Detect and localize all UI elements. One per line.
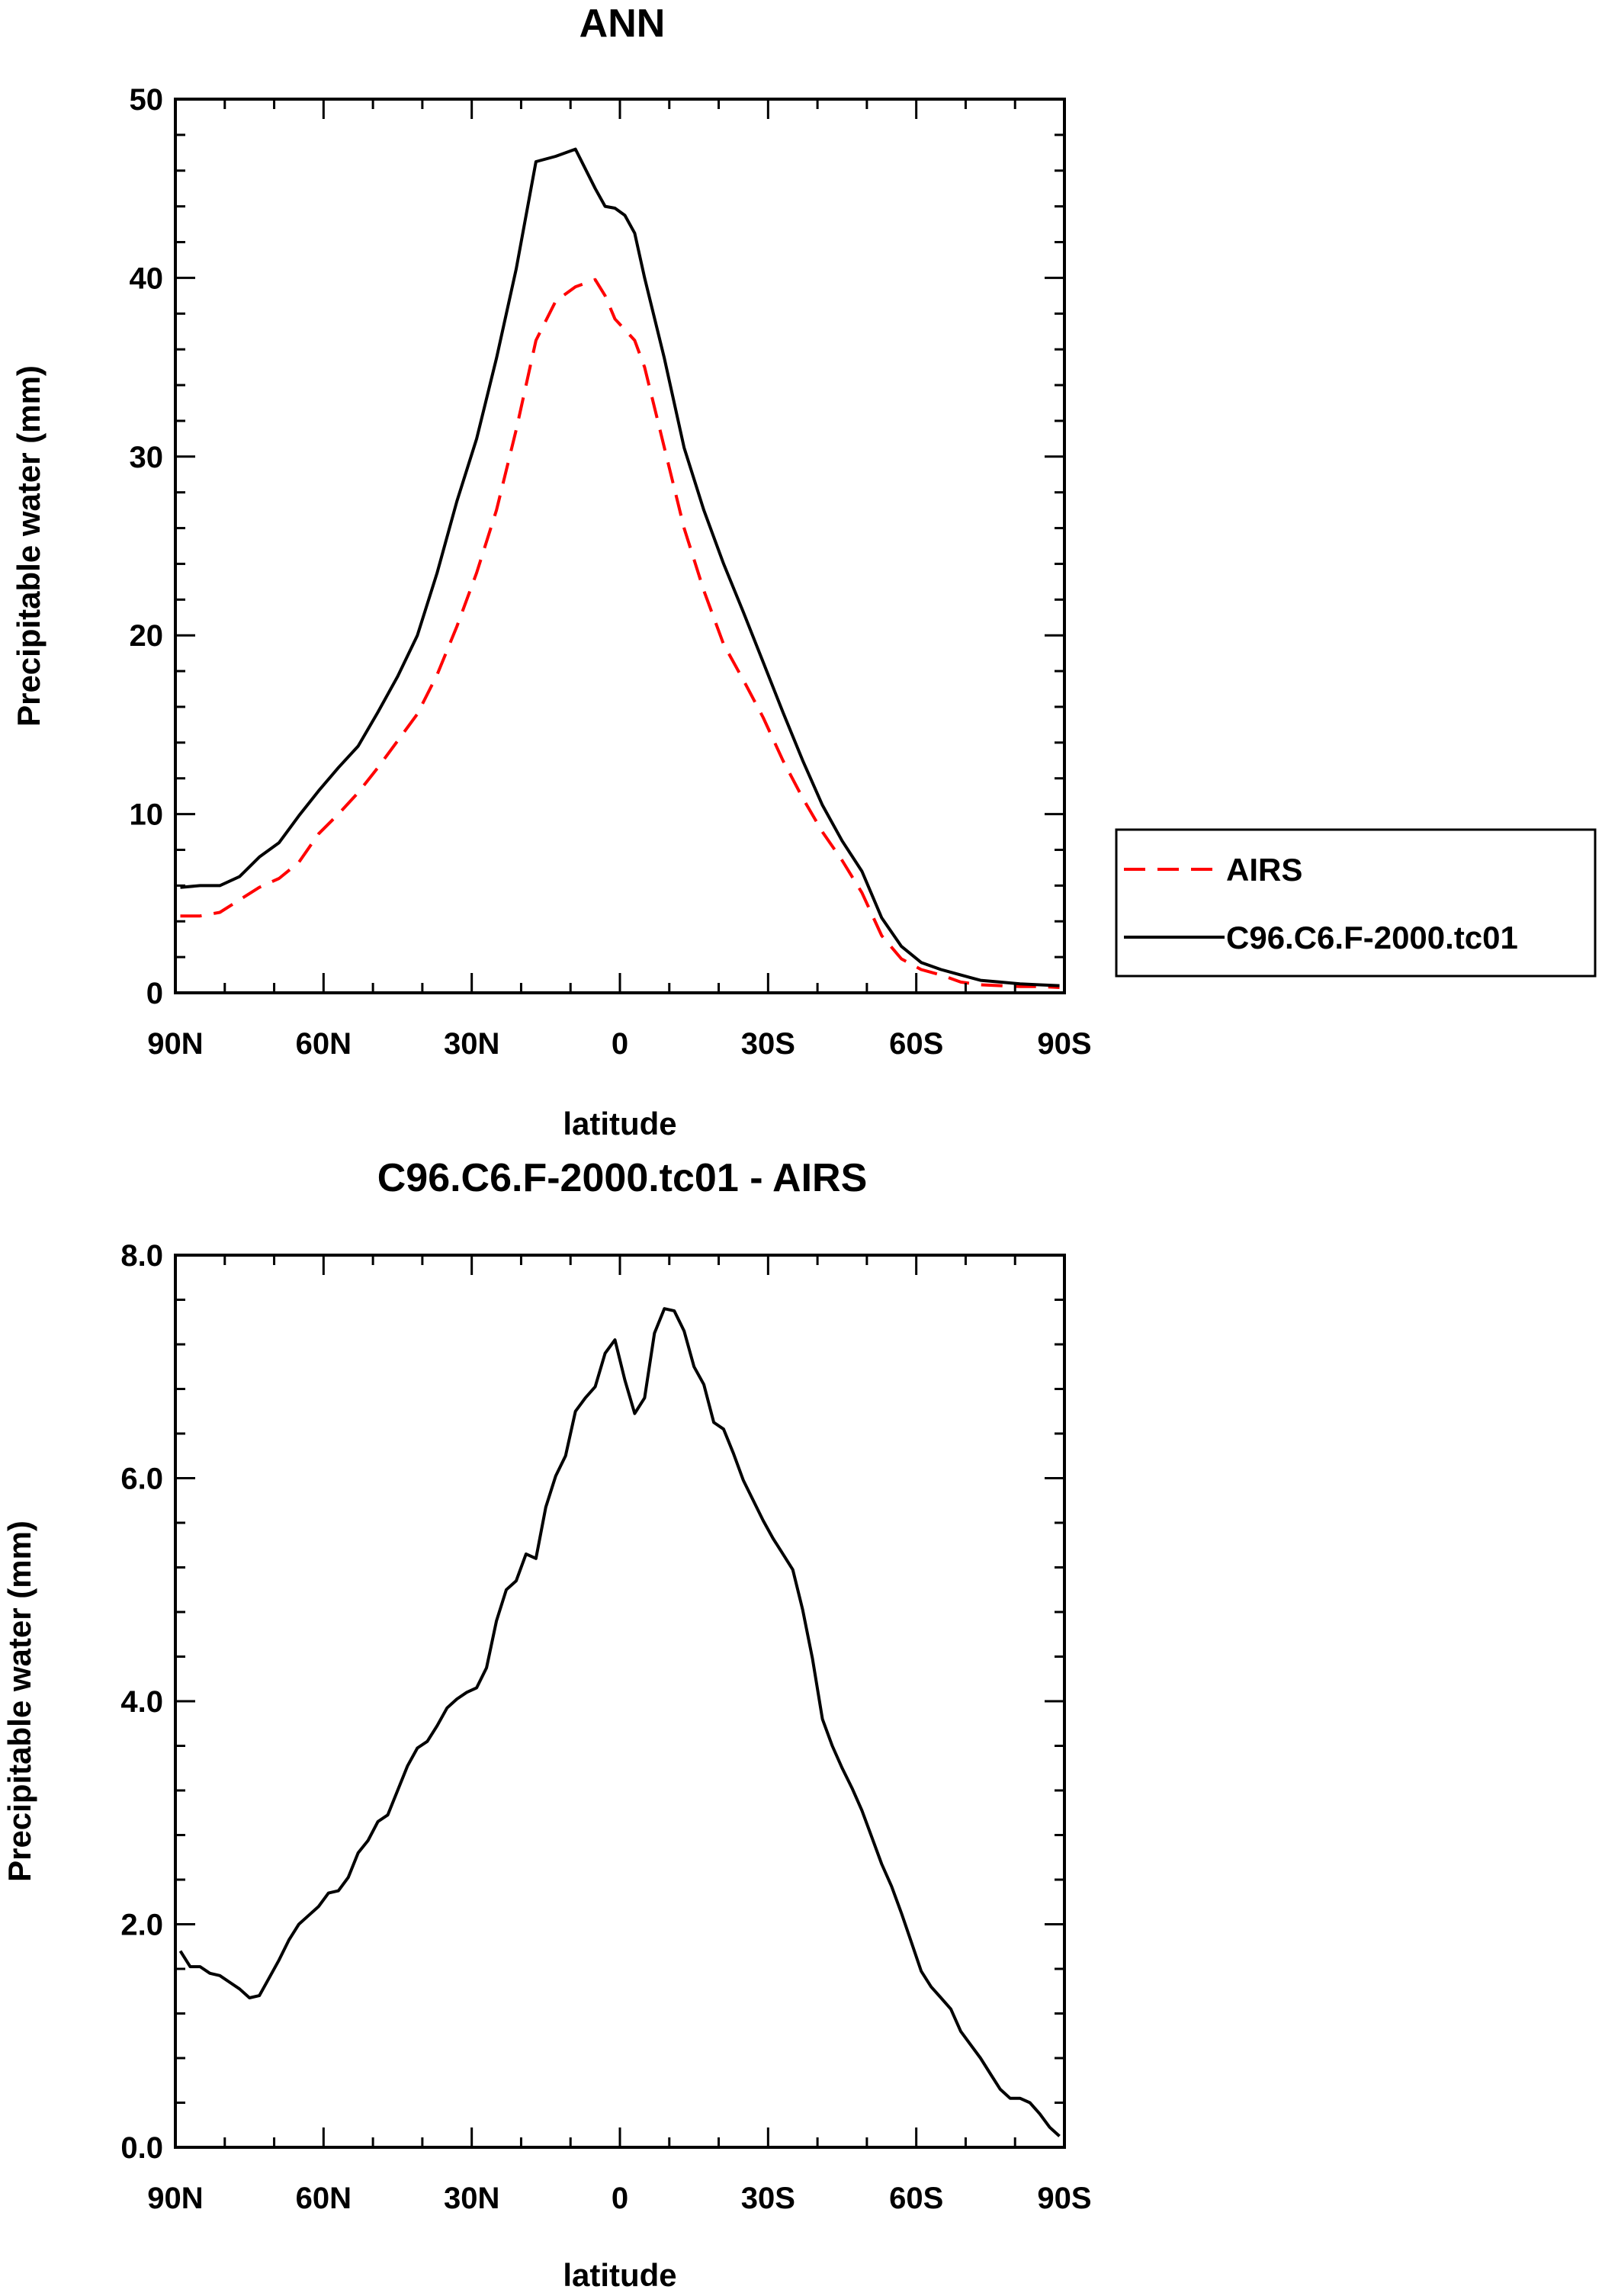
x-tick-label: 90S <box>1037 2182 1091 2215</box>
chart-title-difference: C96.C6.F-2000.tc01 - AIRS <box>377 1156 868 1200</box>
annual-x-tick-labels: 90N 60N 30N 0 30S 60S 90S <box>147 1027 1091 1061</box>
x-tick-label: 60N <box>296 1027 352 1061</box>
x-tick-label: 30S <box>741 1027 795 1061</box>
series-line-airs <box>180 278 1060 989</box>
x-tick-label: 60S <box>889 2182 943 2215</box>
y-axis-label-difference: Precipitable water (mm) <box>2 1520 37 1882</box>
y-tick-label: 50 <box>130 83 164 117</box>
legend-label-model: C96.C6.F-2000.tc01 <box>1226 920 1518 955</box>
y-tick-label: 30 <box>130 441 164 474</box>
x-tick-label: 0 <box>612 2182 628 2215</box>
x-tick-label: 30N <box>444 2182 499 2215</box>
y-tick-label: 4.0 <box>120 1685 163 1719</box>
annual-series-lines <box>180 147 1060 989</box>
plot-frame-annual <box>174 98 1066 994</box>
x-tick-label: 60N <box>296 2182 352 2215</box>
difference-series-lines <box>178 1307 1061 2137</box>
legend: AIRS C96.C6.F-2000.tc01 <box>1115 828 1597 978</box>
y-axis-label-annual: Precipitable water (mm) <box>11 365 47 727</box>
series-line-c96-c6-f-2000-tc01 <box>180 147 1060 987</box>
legend-box <box>1115 828 1597 978</box>
y-tick-label: 20 <box>130 619 164 653</box>
plot-frame-difference <box>174 1254 1066 2149</box>
x-axis-label-difference: latitude <box>563 2257 676 2293</box>
x-tick-label: 30S <box>741 2182 795 2215</box>
x-axis-label-annual: latitude <box>563 1106 676 1142</box>
chart-title-ann: ANN <box>579 2 666 46</box>
y-tick-label: 0 <box>146 977 163 1010</box>
annual-y-tick-labels: 0 10 20 30 40 50 <box>130 83 164 1010</box>
y-tick-label: 6.0 <box>120 1463 163 1496</box>
x-tick-label: 60S <box>889 1027 943 1061</box>
annual-axis-ticks <box>174 98 1066 994</box>
difference-panel: C96.C6.F-2000.tc01 - AIRS 0.0 2.0 4.0 6.0 8.… <box>2 1156 1092 2293</box>
series-line-c96-c6-f-2000-tc01-airs <box>178 1307 1061 2137</box>
y-tick-label: 40 <box>130 262 164 295</box>
y-tick-label: 10 <box>130 798 164 832</box>
x-tick-label: 30N <box>444 1027 499 1061</box>
difference-y-tick-labels: 0.0 2.0 4.0 6.0 8.0 <box>120 1239 163 2165</box>
y-tick-label: 0.0 <box>120 2131 163 2165</box>
annual-mean-panel: ANN 0 10 20 30 40 50 90N 60N 30N 0 30S 60S 90S lati… <box>11 2 1597 1142</box>
x-tick-label: 0 <box>612 1027 628 1061</box>
difference-x-tick-labels: 90N 60N 30N 0 30S 60S 90S <box>147 2182 1091 2215</box>
x-tick-label: 90N <box>147 1027 203 1061</box>
legend-label-airs: AIRS <box>1226 852 1302 888</box>
x-tick-label: 90S <box>1037 1027 1091 1061</box>
y-tick-label: 2.0 <box>120 1909 163 1942</box>
x-tick-label: 90N <box>147 2182 203 2215</box>
y-tick-label: 8.0 <box>120 1239 163 1273</box>
difference-axis-ticks <box>174 1254 1066 2149</box>
